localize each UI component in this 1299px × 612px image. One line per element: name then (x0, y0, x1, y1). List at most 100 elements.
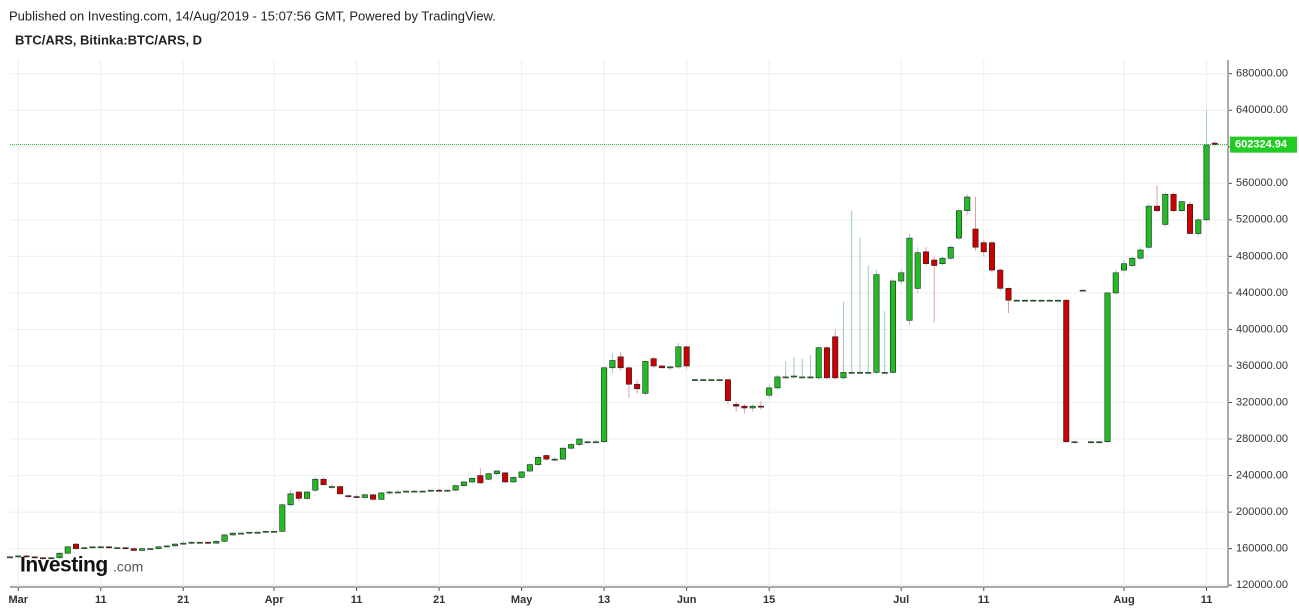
candle-body (40, 557, 47, 560)
candle-body (221, 534, 228, 542)
y-tick-label: 200000.00 (1236, 506, 1288, 518)
candle-body (81, 547, 88, 550)
candle-body (675, 346, 682, 368)
published-note: Published on Investing.com, 14/Aug/2019 … (9, 8, 496, 23)
candle-body (378, 492, 385, 500)
candle-body (1013, 299, 1020, 302)
y-tick-label: 440000.00 (1236, 287, 1288, 299)
candle-body (295, 491, 302, 499)
candle-body (700, 379, 707, 381)
candle-body (1162, 193, 1169, 225)
candle-body (658, 365, 665, 369)
last-price-box (1230, 136, 1297, 153)
candle-body (939, 257, 946, 264)
candle-body (881, 372, 888, 374)
candle-body (1178, 201, 1185, 212)
candle-body (576, 438, 583, 445)
candle-body (196, 541, 203, 544)
candle-body (1071, 441, 1078, 444)
candle-body (163, 545, 170, 548)
candle-body (873, 274, 880, 373)
candle-body (320, 478, 327, 486)
candle-body (980, 242, 987, 253)
candle-body (328, 486, 335, 488)
candle-body (1063, 299, 1070, 443)
candle-body (972, 228, 979, 248)
candle-body (345, 495, 352, 497)
candle-body (370, 494, 377, 500)
candle-body (964, 196, 971, 212)
candle-body (1079, 289, 1086, 292)
candle-body (955, 210, 962, 239)
candle-body (906, 237, 913, 321)
candle-body (7, 556, 14, 559)
candle-body (559, 447, 566, 460)
candle-body (889, 280, 896, 373)
x-tick-label: 11 (351, 594, 363, 606)
candle-body (172, 543, 179, 547)
candle-body (279, 504, 286, 532)
candle-body (485, 473, 492, 480)
labels: 120000.00 160000.00 200000.00 240000.00 2800… (8, 68, 1297, 606)
candle-body (848, 372, 855, 374)
x-tick-label: 13 (598, 594, 610, 606)
candle-body (436, 489, 443, 492)
candle-body (749, 405, 756, 409)
candle-body (601, 367, 608, 443)
x-tick-label: 11 (1201, 594, 1213, 606)
candle-body (683, 346, 690, 367)
candle-body (1154, 205, 1161, 212)
candle-body (114, 547, 121, 550)
candle-body (271, 530, 278, 533)
candle-body (782, 376, 789, 379)
candle-body (1129, 257, 1136, 266)
candle-body (56, 552, 63, 559)
candle-body (592, 441, 599, 444)
candle-body (1137, 249, 1144, 259)
candle-body (262, 530, 269, 533)
x-tick-label: Aug (1113, 594, 1134, 606)
candle-body (667, 366, 674, 369)
candle-body (394, 491, 401, 494)
x-tick-label: Apr (265, 594, 285, 606)
x-tick-label: 15 (763, 594, 775, 606)
candle-body (361, 494, 368, 498)
candle-body (188, 541, 195, 544)
candle-body (832, 336, 839, 379)
last-price-label: 602324.94 (1235, 139, 1288, 151)
y-tick-label: 280000.00 (1236, 433, 1288, 445)
candle-body (790, 375, 797, 378)
candle-body (757, 405, 764, 408)
y-tick-label: 160000.00 (1236, 543, 1288, 555)
candle-body (205, 541, 212, 544)
y-tick-label: 520000.00 (1236, 214, 1288, 226)
candle-body (691, 379, 698, 381)
candle-body (97, 546, 104, 549)
candle-body (766, 387, 773, 396)
candle-body (155, 546, 162, 549)
candle-body (774, 376, 781, 389)
candle-body (518, 471, 525, 478)
candle-body (1112, 272, 1119, 294)
candle-body (922, 251, 929, 264)
candle-body (254, 531, 261, 534)
candle-body (650, 358, 657, 367)
candle-body (997, 269, 1004, 289)
candle-body (411, 490, 418, 493)
candle-body (229, 532, 236, 536)
candle-body (89, 546, 96, 549)
candle-body (403, 490, 410, 493)
candle-body (312, 478, 319, 491)
candle-body (1046, 299, 1053, 302)
candle-body (31, 556, 38, 559)
candle-body (840, 372, 847, 379)
candle-body (48, 557, 55, 560)
candle-body (287, 493, 294, 506)
candle-body (1096, 441, 1103, 444)
x-tick-label: Jun (677, 594, 697, 606)
candle-body (1088, 441, 1095, 444)
candle-body (130, 548, 137, 551)
candle-body (1203, 144, 1210, 221)
candle-body (469, 478, 476, 483)
candle-body (1005, 288, 1012, 301)
